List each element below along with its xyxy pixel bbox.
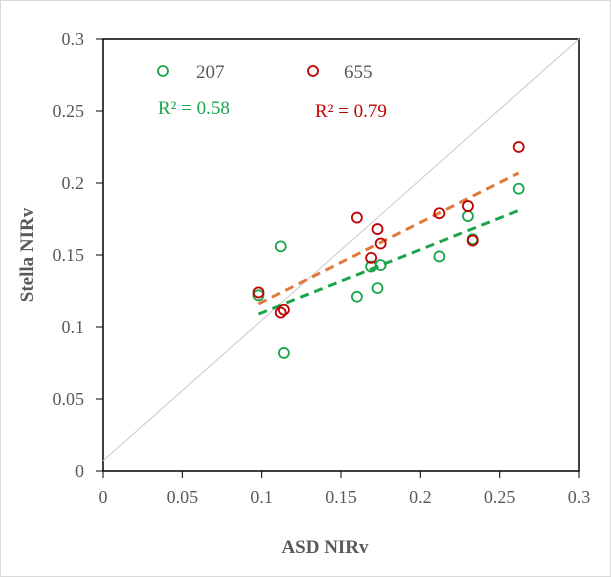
data-point-207 <box>371 282 384 295</box>
data-point-655 <box>512 141 525 153</box>
reference-layer <box>102 38 580 462</box>
x-tick-label: 0.25 <box>484 487 516 507</box>
y-tick-label: 0.1 <box>62 317 85 337</box>
data-point-207 <box>433 250 446 263</box>
y-tick-label: 0 <box>75 461 84 481</box>
data-point-655 <box>365 251 378 264</box>
x-tick-label: 0.1 <box>250 487 273 507</box>
legend-label-207: 207 <box>196 62 225 83</box>
data-point-207 <box>274 240 287 253</box>
x-tick-label: 0.15 <box>325 487 357 507</box>
legend-marker-207 <box>157 65 169 77</box>
x-axis-title: ASD NIRv <box>281 537 369 558</box>
y-tick-label: 0.2 <box>62 173 85 193</box>
data-point-207 <box>277 347 290 359</box>
legend-marker-655 <box>307 65 319 77</box>
x-tick-label: 0.3 <box>568 487 591 507</box>
data-point-655 <box>374 237 387 250</box>
y-tick-label: 0.25 <box>53 101 85 121</box>
trendline-207 <box>257 208 520 316</box>
legend-layer: 207 R² = 0.58 655 R² = 0.79 <box>157 62 387 122</box>
legend-label-655: 655 <box>344 62 373 83</box>
x-tick-label: 0.2 <box>409 487 432 507</box>
data-point-655 <box>274 306 287 319</box>
r-squared-label-655: R² = 0.79 <box>315 101 387 122</box>
y-tick-label: 0.05 <box>53 389 85 409</box>
points-layer <box>252 141 525 359</box>
trendline-layer <box>257 171 520 316</box>
y-axis-title: Stella NIRv <box>17 207 38 302</box>
data-point-655 <box>350 211 363 224</box>
data-point-207 <box>374 259 387 271</box>
one-to-one-line <box>102 38 580 462</box>
y-tick-label: 0.3 <box>62 29 85 49</box>
data-point-655 <box>277 303 290 316</box>
r-squared-label-207: R² = 0.58 <box>158 98 230 119</box>
data-point-655 <box>466 234 479 247</box>
y-tick-label: 0.15 <box>53 245 85 265</box>
x-tick-label: 0.05 <box>167 487 199 507</box>
axes-layer: 0 0.05 0.1 0.15 0.2 0.25 0.3 0 0.05 0.1 0.15 0.2 0.2… <box>53 29 591 507</box>
data-point-655 <box>433 207 446 220</box>
data-point-655 <box>371 223 384 235</box>
data-point-207 <box>350 290 363 303</box>
data-point-655 <box>462 200 474 212</box>
data-point-207 <box>462 210 474 223</box>
x-tick-label: 0 <box>99 487 108 507</box>
data-point-207 <box>512 182 525 195</box>
data-point-655 <box>252 286 265 299</box>
trendline-655 <box>257 171 520 306</box>
